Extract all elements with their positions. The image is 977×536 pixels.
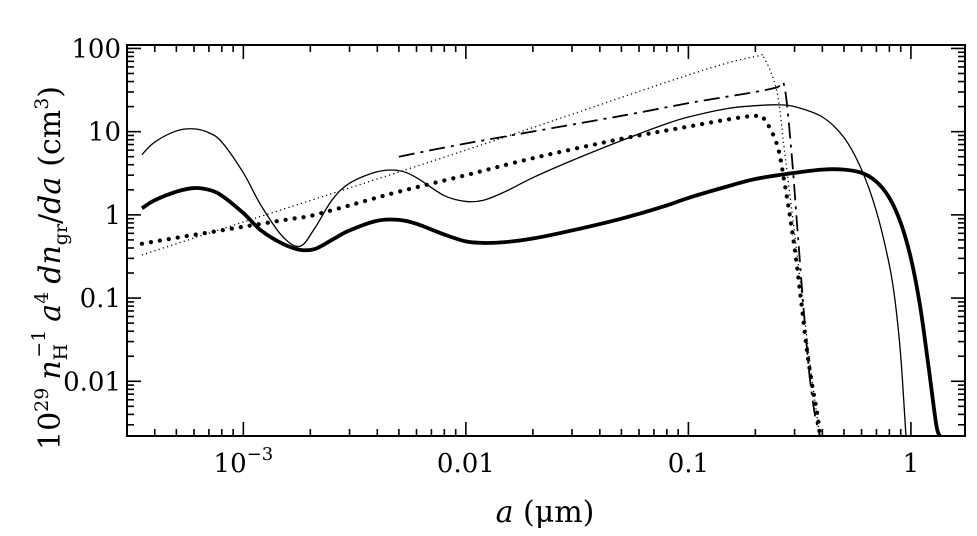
series-thin-dotted-line [141,53,821,436]
y-tick-label: 0.01 [63,367,121,397]
x-axis-title-unit: (μm) [514,495,595,530]
plot-frame [126,44,966,437]
y-title-a-exponent: 4 [31,292,53,304]
y-title-prefix: 10 [33,412,68,450]
y-tick-label: 10 [88,118,121,148]
y-title-n: n [33,360,68,379]
y-title-dn-subscript: gr [50,223,72,245]
x-tick-label: 0.1 [668,449,709,479]
series-thin-solid-line [141,104,907,436]
y-title-unit-close: ) [33,86,68,98]
series-dash-dot-line [398,80,821,436]
y-title-dn: dn [33,245,68,284]
y-tick-label: 0.1 [80,284,121,314]
tick-layer [126,45,965,436]
y-tick-label: 1 [104,201,121,231]
series-thick-solid-line [140,167,942,436]
y-title-n-exponent: −1 [28,330,50,358]
x-tick-label: 10−3 [214,444,274,479]
y-title-prefix-exponent: 29 [31,388,53,412]
y-title-da: da [33,177,68,214]
y-title-n-subscript: H [50,344,72,361]
series-thick-dotted-line [139,113,823,436]
x-tick-label: 1 [903,449,920,479]
y-axis-title: 1029 nH−1 a4 dngr/da (cm3) [28,86,72,450]
x-axis-title-variable: a [496,495,514,530]
series-layer [139,53,942,436]
y-title-a: a [33,304,68,322]
x-tick-label: 0.01 [437,449,495,479]
label-layer: 10−3 0.01 0.1 1 0.01 0.1 1 10 100 [63,34,919,479]
y-tick-label: 100 [71,34,121,64]
y-title-slash: / [33,213,68,224]
y-title-unit-exponent: 3 [31,98,53,110]
x-axis-title: a (μm) [496,495,595,530]
y-title-unit: (cm [33,110,68,167]
